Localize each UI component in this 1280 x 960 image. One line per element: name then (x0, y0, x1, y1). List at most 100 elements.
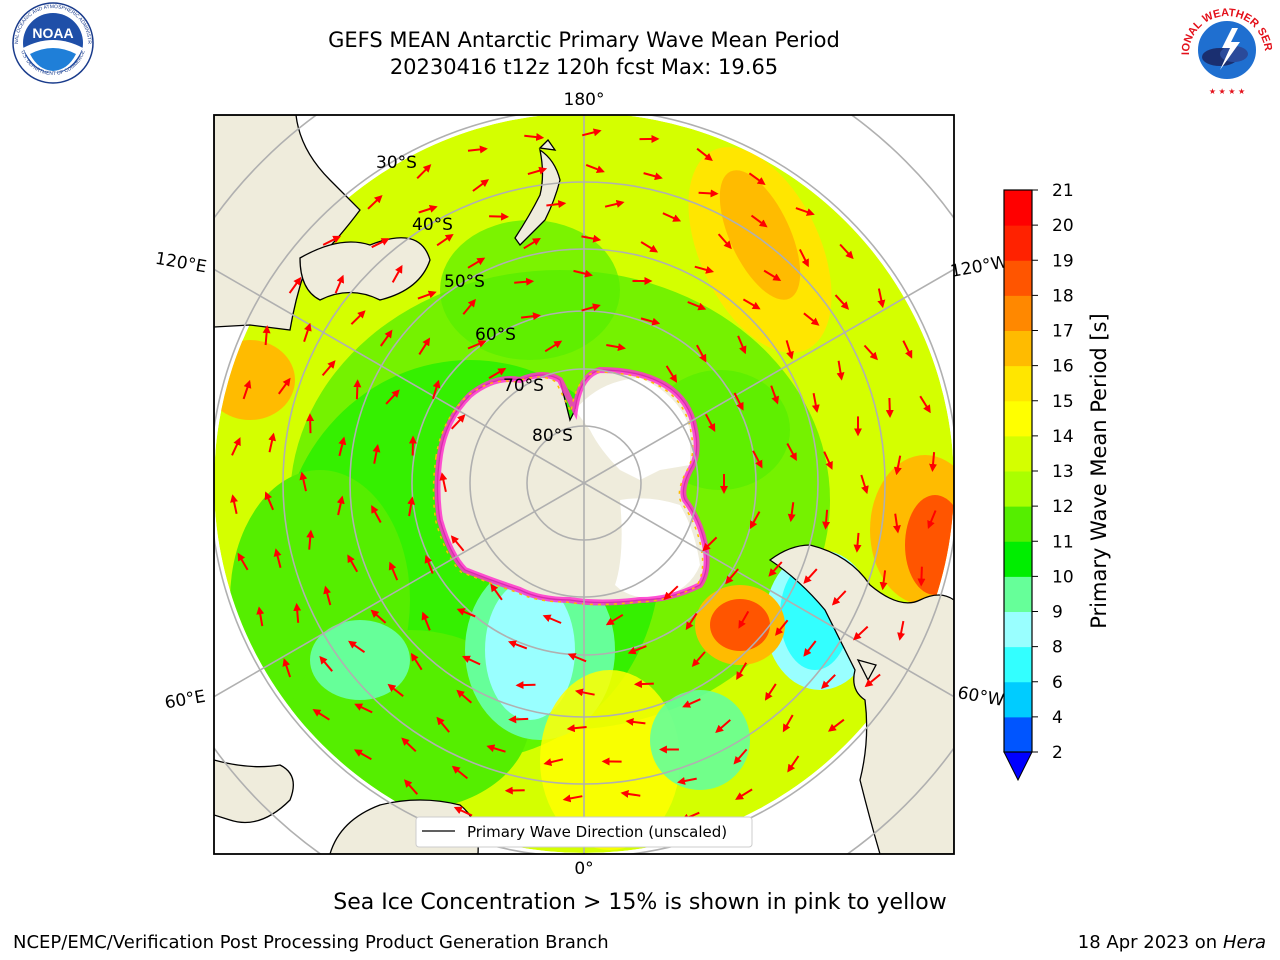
colorbar-segment (1004, 260, 1032, 296)
lat-label-60s: 60°S (475, 325, 516, 345)
wave-arrow (799, 248, 809, 268)
wave-arrow (853, 532, 862, 553)
wave-arrow (696, 344, 707, 363)
wave-arrow (543, 758, 564, 766)
wave-arrow (785, 340, 794, 360)
wave-arrow (385, 389, 400, 405)
graticule (214, 115, 954, 854)
wave-arrow (562, 794, 583, 803)
colorbar-tick-label: 11 (1052, 532, 1074, 552)
lat-label-50s: 50°S (444, 272, 485, 292)
colorbar-segment (1004, 506, 1032, 542)
wave-arrow (508, 640, 528, 650)
wave-arrow (715, 719, 731, 734)
wave-arrow (763, 269, 782, 282)
polar-map: 30°S 40°S 50°S 60°S 70°S 80°S Primary Wa… (154, 90, 1111, 879)
wave-arrow (640, 241, 659, 253)
wave-arrow (515, 681, 536, 690)
svg-text:★ ★ ★ ★: ★ ★ ★ ★ (1209, 87, 1245, 96)
colorbar-segment (1004, 681, 1032, 718)
wave-arrow (372, 444, 381, 464)
wave-arrow (462, 298, 476, 315)
wave-arrow (787, 755, 800, 773)
wave-arrow (725, 568, 739, 585)
colorbar-tick-label: 14 (1052, 427, 1074, 447)
colorbar-tick-label: 8 (1052, 638, 1063, 658)
colorbar-tick-label: 16 (1052, 357, 1074, 377)
wave-arrow (338, 436, 347, 457)
wave-arrow (735, 788, 753, 800)
wave-arrow (237, 552, 249, 571)
wave-arrow (353, 749, 372, 761)
lat-label-70s: 70°S (503, 376, 544, 396)
wave-arrow (387, 683, 404, 697)
colorbar-segment (1004, 576, 1032, 612)
colorbar-segment (1004, 400, 1032, 437)
wave-arrow (424, 554, 434, 574)
colorbar-segment (1004, 471, 1032, 507)
wave-arrow (439, 472, 448, 493)
wave-arrow (371, 504, 382, 523)
colorbar-tick-label: 18 (1052, 286, 1074, 306)
wave-arrow (663, 585, 679, 601)
wave-arrow (367, 195, 383, 210)
wave-arrow (705, 413, 716, 432)
wave-arrow (277, 377, 291, 395)
wave-arrow (702, 536, 718, 552)
wave-arrow (717, 233, 732, 250)
wave-arrow (742, 298, 761, 310)
wave-arrow (256, 606, 265, 627)
wave-arrow (567, 653, 587, 663)
wave-arrow (566, 724, 587, 733)
wave-arrow (523, 237, 541, 250)
wave-arrow (831, 590, 847, 606)
latitude-labels: 30°S 40°S 50°S 60°S 70°S 80°S (376, 153, 573, 446)
wave-arrow (334, 274, 345, 294)
wave-arrow (391, 264, 403, 283)
wave-arrow (388, 561, 399, 581)
wave-arrow (371, 238, 390, 249)
wave-arrow (625, 717, 646, 726)
colorbar-segment (1004, 365, 1032, 402)
wave-direction-arrows (230, 128, 938, 837)
colorbar-label: Primary Wave Mean Period [s] (1087, 313, 1111, 629)
wave-arrow (306, 529, 315, 550)
wave-arrow (803, 640, 817, 657)
wave-arrow (336, 495, 345, 516)
wave-arrow (836, 360, 845, 381)
wave-arrow (733, 392, 744, 411)
colorbar-segment (1004, 541, 1032, 577)
wave-arrow (738, 610, 750, 629)
wave-arrow (604, 200, 625, 208)
lat-label-80s: 80°S (532, 426, 573, 446)
wave-arrow (698, 189, 719, 198)
wave-arrow (268, 432, 277, 453)
wave-arrow (662, 212, 682, 222)
lat-label-30s: 30°S (376, 153, 417, 173)
colorbar-tick-label: 4 (1052, 708, 1063, 728)
wave-arrow (321, 360, 336, 377)
wave-arrow (299, 471, 308, 492)
wave-arrow (288, 276, 302, 294)
wave-arrow (764, 683, 777, 701)
wave-arrow (853, 625, 869, 641)
wave-arrow (273, 548, 282, 568)
wave-arrow (879, 570, 888, 591)
wave-arrow (467, 257, 486, 269)
colorbar-extend-triangle (1003, 751, 1033, 782)
wave-arrow (456, 689, 473, 704)
wave-arrow (416, 164, 432, 180)
wave-arrow (640, 317, 661, 326)
wave-arrow (750, 214, 768, 228)
lon-label-120e: 120°E (154, 249, 208, 278)
wave-arrow (230, 494, 238, 515)
wave-arrow (665, 365, 678, 383)
wave-arrow (795, 207, 815, 216)
wave-arrow (282, 658, 292, 678)
colorbar-tick-label: 19 (1052, 251, 1074, 271)
date-text: 18 Apr 2023 on Hera (1077, 932, 1266, 953)
wave-arrow (242, 379, 252, 400)
wave-arrow (403, 779, 419, 795)
colorbar-tick-label: 15 (1052, 392, 1074, 412)
colorbar-segment (1004, 646, 1032, 683)
